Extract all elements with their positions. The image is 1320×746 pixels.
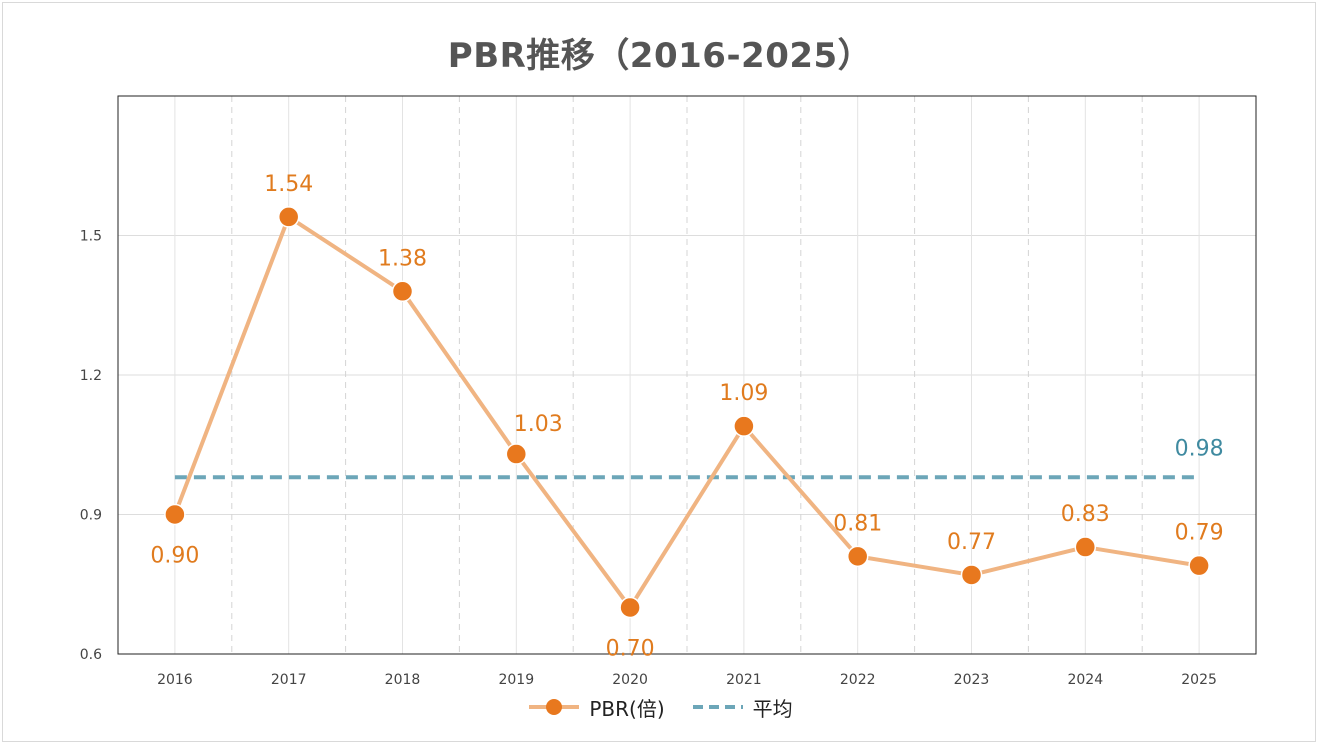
pbr-data-point [164, 503, 186, 526]
pbr-data-point [960, 564, 983, 586]
x-tick-label: 2021 [726, 672, 762, 688]
x-tick-label: 2016 [157, 672, 193, 688]
legend-pbr-marker [529, 699, 580, 715]
pbr-data-label: 0.90 [150, 544, 199, 569]
y-tick-label: 1.2 [80, 368, 102, 384]
y-tick-label: 0.6 [80, 647, 102, 663]
pbr-data-point [846, 545, 869, 568]
x-tick-label: 2018 [385, 672, 421, 688]
chart-title: PBR推移（2016-2025） [447, 36, 873, 76]
y-tick-label: 1.5 [80, 229, 102, 245]
pbr-data-label: 1.38 [378, 246, 427, 271]
pbr-data-point [1074, 536, 1097, 558]
pbr-series-line [173, 214, 1200, 610]
pbr-data-point [391, 280, 414, 303]
pbr-data-point [505, 443, 528, 465]
pbr-data-point [277, 206, 300, 228]
pbr-data-label: 0.79 [1175, 521, 1224, 546]
x-tick-label: 2024 [1067, 672, 1103, 688]
legend-average-label: 平均 [752, 696, 793, 721]
legend-average-line [692, 705, 743, 709]
pbr-data-label: 0.81 [833, 511, 882, 536]
pbr-data-label: 0.70 [606, 637, 655, 662]
pbr-data-label: 0.77 [947, 530, 996, 555]
x-tick-label: 2019 [498, 672, 534, 688]
pbr-data-point [619, 596, 641, 619]
x-tick-label: 2025 [1181, 672, 1217, 688]
pbr-data-point [733, 415, 755, 437]
pbr-data-label: 1.54 [264, 172, 313, 197]
x-tick-label: 2017 [271, 672, 307, 688]
pbr-data-label: 1.03 [514, 412, 563, 437]
pbr-data-label: 1.09 [719, 381, 768, 406]
x-tick-label: 2022 [840, 672, 876, 688]
x-tick-label: 2020 [612, 672, 648, 688]
legend: PBR(倍) 平均 [0, 692, 1320, 722]
pbr-data-point [1188, 554, 1210, 577]
y-tick-label: 0.9 [80, 508, 102, 524]
plot-area-border [117, 95, 1257, 655]
x-tick-label: 2023 [954, 672, 990, 688]
pbr-data-label: 0.83 [1061, 502, 1110, 527]
legend-item-average: 平均 [691, 693, 793, 722]
average-data-label: 0.98 [1175, 436, 1224, 461]
legend-pbr-label: PBR(倍) [589, 696, 665, 721]
legend-item-pbr: PBR(倍) [527, 693, 665, 722]
